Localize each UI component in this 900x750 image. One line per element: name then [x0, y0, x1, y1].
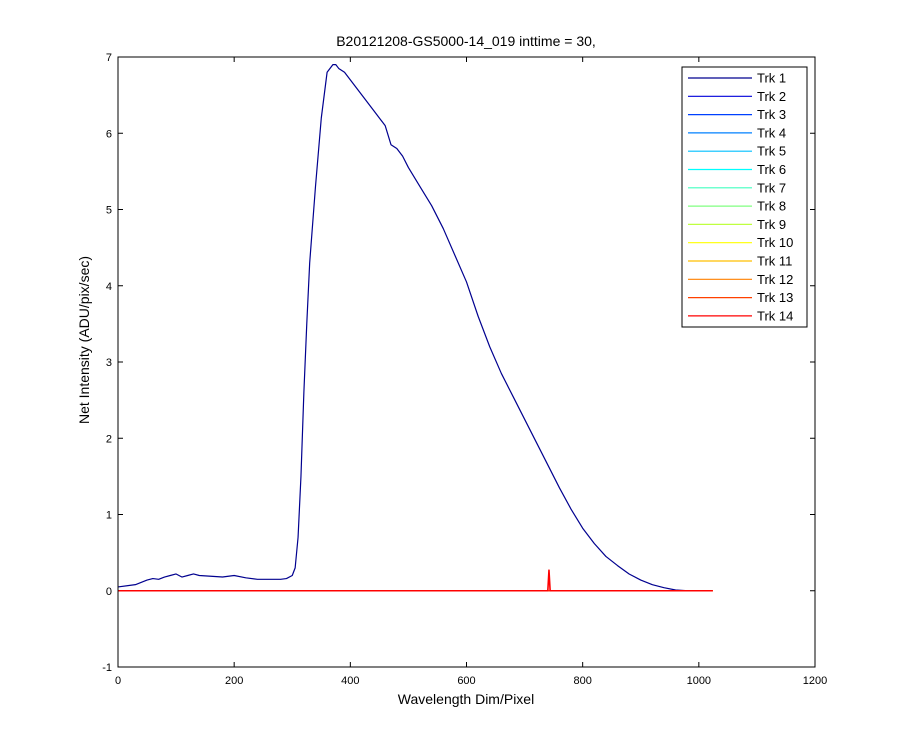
legend-label-trk-9: Trk 9	[757, 217, 786, 232]
x-tick-label: 600	[457, 675, 475, 687]
y-tick-label: 7	[106, 52, 112, 64]
legend-label-trk-12: Trk 12	[757, 272, 793, 287]
legend: Trk 1 Trk 2 Trk 3 Trk 4 Trk 5 Trk 6 Trk 7 Trk 8…	[681, 66, 808, 328]
legend-label-trk-7: Trk 7	[757, 180, 786, 195]
x-tick-label: 1200	[803, 675, 827, 687]
series-line-trk-1	[117, 64, 699, 592]
legend-label-trk-8: Trk 8	[757, 199, 786, 214]
plot-frame	[117, 56, 816, 668]
series-layer	[117, 64, 713, 592]
legend-box	[681, 66, 808, 328]
legend-items: Trk 1 Trk 2 Trk 3 Trk 4 Trk 5 Trk 6 Trk 7 Trk 8…	[688, 71, 793, 323]
x-tick-label: 200	[225, 675, 243, 687]
y-tick-label: 1	[106, 510, 112, 522]
legend-label-trk-2: Trk 2	[757, 89, 786, 104]
y-tick-label: 4	[106, 281, 112, 293]
legend-label-trk-4: Trk 4	[757, 125, 786, 140]
legend-label-trk-10: Trk 10	[757, 235, 793, 250]
y-tick-label: 2	[106, 433, 112, 445]
y-axis-label: Net Intensity (ADU/pix/sec)	[76, 256, 92, 424]
y-tick-label: 5	[106, 205, 112, 217]
y-tick-label: -1	[102, 662, 112, 674]
x-tick-label: 0	[115, 675, 121, 687]
legend-label-trk-11: Trk 11	[757, 254, 792, 269]
legend-label-trk-1: Trk 1	[757, 71, 786, 86]
y-tick-label: 3	[106, 357, 112, 369]
y-tick-label: 0	[106, 586, 112, 598]
legend-label-trk-3: Trk 3	[757, 107, 786, 122]
legend-label-trk-5: Trk 5	[757, 144, 786, 159]
x-tick-label: 400	[341, 675, 359, 687]
y-tick-label: 6	[106, 128, 112, 140]
x-axis-ticks: 0 200 400 600 800 1000 1200	[115, 57, 827, 687]
x-tick-label: 800	[573, 675, 591, 687]
y-axis-ticks: -1 0 1 2 3 4 5 6 7	[102, 52, 815, 674]
x-tick-label: 1000	[687, 675, 711, 687]
legend-label-trk-6: Trk 6	[757, 162, 786, 177]
x-axis-label: Wavelength Dim/Pixel	[398, 691, 534, 707]
legend-label-trk-13: Trk 13	[757, 290, 793, 305]
chart-title: B20121208-GS5000-14_019 inttime = 30,	[336, 33, 596, 49]
legend-label-trk-14: Trk 14	[757, 308, 793, 323]
series-line-trk-14	[118, 569, 713, 592]
